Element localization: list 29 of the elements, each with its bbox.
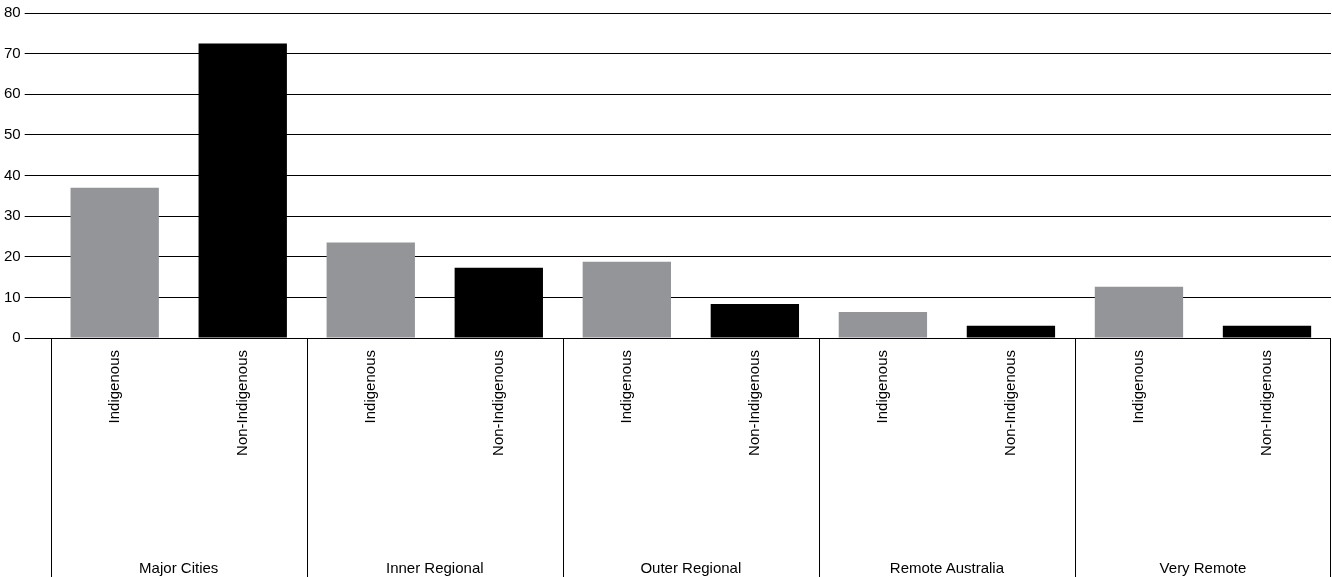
text: Inner Regional xyxy=(385,558,484,576)
x-tick-label: Indigenous xyxy=(360,350,378,424)
text: Remote Australia xyxy=(889,558,1005,576)
y-tick-label: 50 xyxy=(4,125,21,143)
bar xyxy=(1094,286,1184,338)
y-tick-label: 0 xyxy=(12,328,21,346)
x-tick-label: Indigenous xyxy=(104,350,122,424)
bar xyxy=(838,312,928,338)
x-tick-label: Non-Indigenous xyxy=(488,350,506,456)
y-tick-label: 80 xyxy=(4,3,21,21)
x-tick-label: Non-Indigenous xyxy=(1257,350,1275,456)
x-tick-label: Non-Indigenous xyxy=(745,350,762,456)
bar xyxy=(70,187,159,338)
y-tick-label: 60 xyxy=(4,84,21,102)
bar xyxy=(582,261,671,338)
x-tick-label: Non-Indigenous xyxy=(232,350,250,456)
x-tick-label: Indigenous xyxy=(616,350,634,424)
text: Outer Regional xyxy=(640,558,742,576)
text: Very Remote xyxy=(1159,558,1247,576)
y-tick-label: 10 xyxy=(4,287,21,305)
y-tick-label: 20 xyxy=(4,246,21,264)
x-tick-label: Indigenous xyxy=(1129,350,1147,424)
text: Major Cities xyxy=(139,558,219,576)
y-tick-label: 40 xyxy=(4,165,21,183)
x-tick-label: Indigenous xyxy=(873,350,891,424)
x-tick-label: Non-Indigenous xyxy=(1001,350,1019,456)
y-tick-label: 30 xyxy=(4,206,21,224)
bar xyxy=(326,242,415,338)
y-tick-label: 70 xyxy=(4,43,21,61)
